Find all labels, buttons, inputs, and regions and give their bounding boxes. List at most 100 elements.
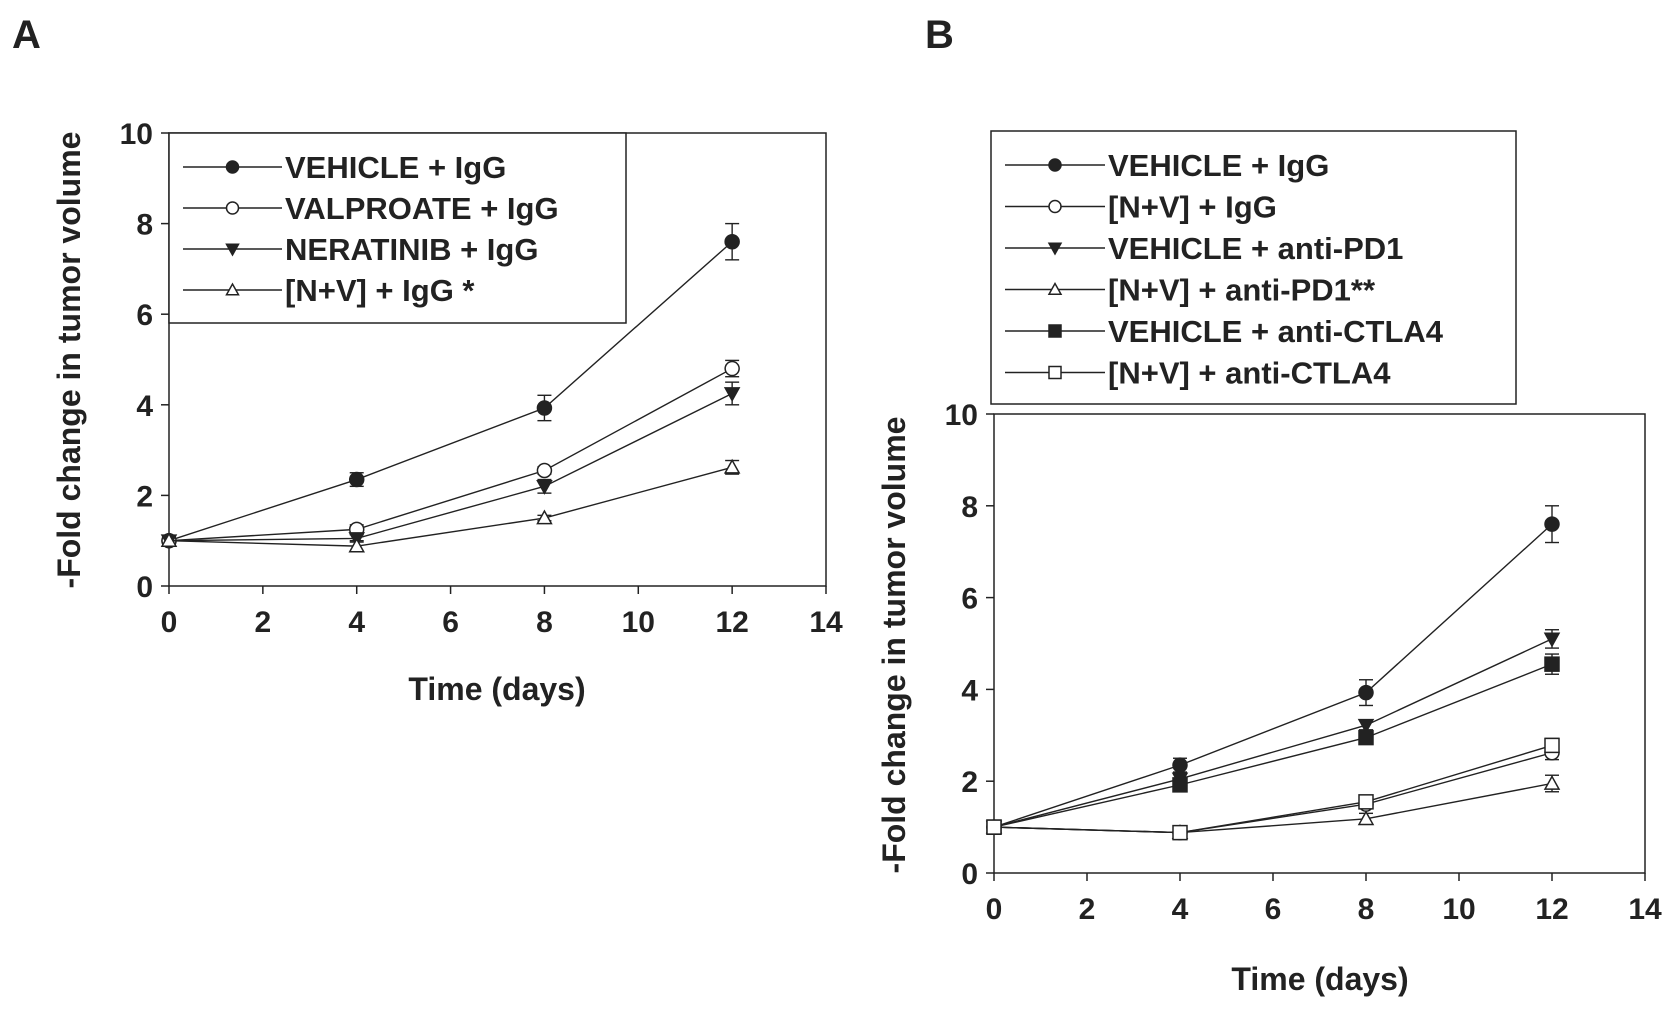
x-tick-label: 2 (255, 606, 272, 639)
x-tick-label: 14 (1628, 893, 1662, 926)
legend-box (990, 130, 1517, 405)
data-point (348, 537, 365, 553)
x-tick-label: 12 (715, 606, 748, 639)
data-point (724, 233, 740, 250)
chart-panel-a: A 0 2 4 6 8 10 12 14 0 2 4 6 8 10 Time (days) -Fold chan… (12, 13, 843, 707)
legend-marker (1048, 365, 1062, 380)
series-line (168, 466, 733, 547)
series-line (993, 744, 1553, 834)
series-line (168, 241, 733, 542)
data-point (348, 471, 365, 488)
data-point (986, 819, 1002, 835)
legend-marker (1048, 324, 1062, 338)
data-point (536, 462, 553, 479)
series-1 (161, 359, 740, 549)
legend-entry: [N+V] + IgG (1108, 190, 1277, 225)
data-point (1358, 684, 1374, 701)
legend-entry: VALPROATE + IgG (285, 191, 559, 226)
data-point (724, 360, 740, 377)
x-tick-label: 4 (348, 606, 365, 639)
data-point (536, 479, 553, 495)
legend-marker (225, 243, 240, 257)
series-line (168, 392, 733, 542)
data-point (160, 532, 178, 548)
series-line (993, 523, 1553, 828)
legend-entry: VEHICLE + IgG (1108, 148, 1329, 183)
legend-marker (225, 201, 240, 215)
y-tick-label: 6 (961, 583, 978, 616)
data-point (536, 509, 553, 525)
data-point (1544, 737, 1560, 754)
y-tick-label: 10 (945, 399, 978, 432)
series-0 (161, 222, 740, 549)
x-tick-label: 0 (161, 606, 178, 639)
data-point (1543, 632, 1561, 648)
y-tick-label: 10 (120, 118, 153, 151)
x-tick-label: 8 (536, 606, 553, 639)
legend-entry: VEHICLE + anti-CTLA4 (1108, 314, 1444, 349)
series-3 (160, 458, 741, 553)
data-point (1358, 729, 1374, 746)
x-axis-label: Time (days) (408, 671, 585, 707)
y-tick-label: 4 (136, 390, 153, 423)
data-point (1172, 757, 1188, 773)
legend-marker (1047, 242, 1063, 256)
legend-box (168, 132, 627, 324)
legend-marker (225, 160, 240, 174)
x-tick-label: 10 (1442, 893, 1475, 926)
data-point (1544, 656, 1560, 672)
legend-entry: [N+V] + anti-CTLA4 (1108, 356, 1391, 391)
x-tick-label: 8 (1358, 893, 1375, 926)
data-point (536, 400, 553, 416)
legend-entry: [N+V] + IgG * (285, 273, 475, 308)
series-line (993, 663, 1553, 828)
x-tick-label: 6 (1265, 893, 1282, 926)
y-tick-label: 8 (961, 491, 978, 524)
x-tick-label: 2 (1079, 893, 1096, 926)
series-0 (986, 505, 1560, 835)
x-tick-label: 6 (442, 606, 459, 639)
series-2 (160, 381, 741, 550)
y-tick-label: 0 (136, 571, 153, 604)
chart-panel-b: B 0 2 4 6 8 10 12 14 0 2 4 6 8 10 Time (days) -Fold chan… (876, 13, 1662, 997)
x-tick-label: 10 (622, 606, 655, 639)
series-2 (985, 629, 1561, 836)
data-point (1544, 516, 1560, 532)
legend: VEHICLE + IgG [N+V] + IgG VEHICLE + anti-P… (990, 130, 1517, 405)
y-axis-label: -Fold change in tumor volume (876, 417, 912, 874)
data-point (1357, 718, 1375, 734)
legend-marker (225, 282, 240, 296)
data-point (723, 387, 741, 403)
y-tick-label: 4 (961, 674, 978, 707)
legend-entry: VEHICLE + IgG (285, 150, 506, 185)
x-tick-label: 12 (1535, 893, 1568, 926)
data-point (1172, 777, 1188, 793)
x-tick-label: 4 (1172, 893, 1189, 926)
x-tick-label: 0 (986, 893, 1003, 926)
data-point (1172, 824, 1188, 841)
data-point (1358, 794, 1374, 810)
data-point (1543, 774, 1561, 790)
y-axis-label: -Fold change in tumor volume (51, 132, 87, 589)
legend-marker (1048, 199, 1062, 214)
x-tick-label: 14 (809, 606, 843, 639)
data-point (1357, 810, 1375, 826)
y-tick-label: 8 (136, 209, 153, 242)
y-tick-label: 2 (961, 766, 978, 799)
legend-entry: NERATINIB + IgG (285, 232, 538, 267)
x-axis-label: Time (days) (1231, 961, 1408, 997)
legend-entry: VEHICLE + anti-PD1 (1108, 231, 1403, 266)
series-line (993, 752, 1553, 834)
series-line (993, 638, 1553, 828)
y-tick-label: 6 (136, 299, 153, 332)
legend: VEHICLE + IgG VALPROATE + IgG NERATINIB + … (168, 132, 627, 324)
data-point (723, 458, 741, 474)
legend-marker (1047, 281, 1063, 296)
plot-frame (993, 413, 1646, 874)
legend-marker (1048, 158, 1062, 172)
y-tick-label: 2 (136, 480, 153, 513)
series-5 (986, 737, 1560, 841)
panel-label: A (12, 13, 41, 57)
panel-label: B (925, 13, 954, 57)
